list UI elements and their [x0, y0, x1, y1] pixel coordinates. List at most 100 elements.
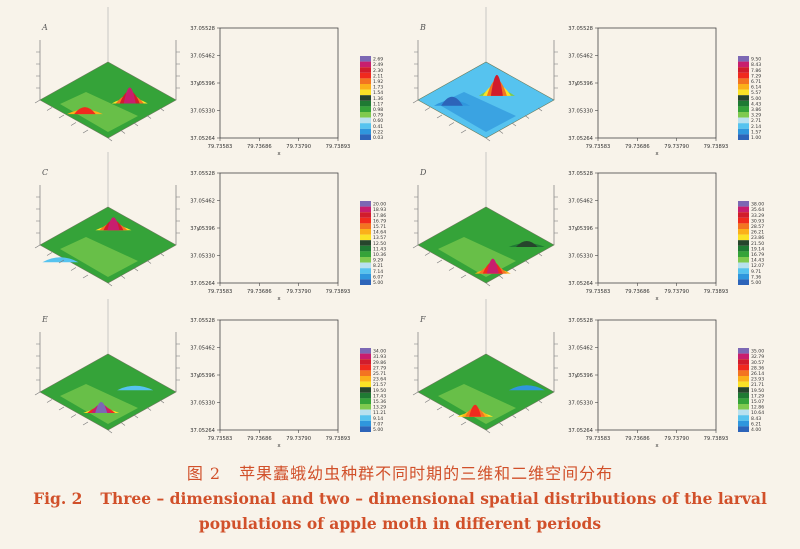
panel-c-legend-swatch — [360, 257, 371, 263]
panel-c-3d-plane — [39, 206, 177, 284]
panel-b-legend-label: 6.14 — [751, 85, 761, 91]
panel-e-letter: E — [41, 315, 48, 324]
panel-b-legend-swatch — [738, 112, 749, 118]
panel-b-legend-label: 4.43 — [751, 101, 761, 107]
panel-d-legend-label: 21.50 — [751, 241, 764, 247]
panel-e-contour-map — [220, 320, 338, 430]
panel-e-3d-tick — [133, 414, 139, 419]
panel-c-legend-label: 16.79 — [373, 218, 386, 224]
panel-c-xtick-label: 79.73893 — [326, 289, 351, 295]
panel-c-legend-swatch — [360, 268, 371, 274]
panel-a-3d-tick — [82, 129, 89, 134]
panel-c-legend-swatch — [360, 240, 371, 246]
panel-a-xtick-label: 79.73583 — [208, 144, 233, 150]
panel-f-xlabel: x — [655, 443, 659, 449]
panel-a-3d-tick — [46, 107, 53, 111]
panel-f-ytick-label: 37.05462 — [568, 346, 593, 352]
panel-b-3d-tick — [485, 137, 491, 142]
panel-e-xtick-label: 79.73686 — [247, 436, 272, 442]
panel-b-legend-label: 2.14 — [751, 124, 761, 130]
panel-c-legend-swatch — [360, 229, 371, 235]
panel-c-legend-label: 12.50 — [373, 241, 386, 247]
panel-e-xlabel: x — [277, 443, 281, 449]
panel-a-letter: A — [41, 23, 48, 32]
panel-a-legend-label: 2.30 — [373, 68, 383, 74]
panel-a-legend-swatch — [360, 61, 371, 68]
panel-f-legend-label: 6.21 — [751, 421, 761, 427]
panel-c-3d-band — [60, 237, 138, 277]
panel-f-3d-tick — [498, 422, 504, 426]
panel-b-legend-swatch — [738, 61, 749, 68]
panel-f-3d-tick — [424, 399, 431, 403]
panel-c-ytick-label: 37.05330 — [190, 254, 215, 260]
panel-b-3d-tick — [436, 114, 443, 119]
panel-c-legend-swatch — [360, 251, 371, 257]
panel-a-legend-label: 0.03 — [373, 135, 383, 141]
panel-d-map-frame — [597, 172, 717, 284]
panel-f-legend-label: 23.93 — [751, 377, 764, 383]
panel-e-legend-label: 21.57 — [373, 382, 386, 388]
panel-b-3d-tick — [511, 122, 517, 127]
panel-d-legend-swatch — [738, 268, 749, 274]
panel-f-3d-tick — [485, 429, 491, 434]
panel-a-legend-swatch — [360, 72, 371, 79]
panel-c-legend-label: 5.00 — [373, 280, 383, 286]
panel-e-legend-label: 15.36 — [373, 399, 386, 405]
panel-c-legend-swatch — [360, 234, 371, 241]
panel-e-legend-swatch — [360, 420, 371, 427]
panel-d-legend-label: 38.00 — [751, 202, 764, 208]
panel-a-3d-tick — [107, 137, 113, 142]
panel-f-legend-label: 30.57 — [751, 360, 764, 366]
panel-f-legend-label: 15.07 — [751, 399, 764, 405]
panel-b-xtick-label: 79.73583 — [586, 144, 611, 150]
panel-e-legend-swatch — [360, 353, 371, 360]
caption-cn-label: 图 2 — [186, 464, 222, 483]
panel-e-ytick-label: 37.05528 — [190, 318, 215, 324]
panel-b-letter: B — [419, 23, 426, 32]
panel-a-legend-swatch — [360, 128, 371, 135]
panel-c-contour-map — [220, 173, 338, 283]
panel-b-ytick-label: 37.05462 — [568, 54, 593, 60]
panel-c-legend-swatch — [360, 262, 371, 269]
panel-a-legend-label: 2.49 — [373, 62, 383, 68]
panel-d-legend-swatch — [738, 257, 749, 263]
panel-a-legend-label: 0.60 — [373, 118, 383, 124]
panel-f-legend-swatch — [738, 381, 749, 388]
panel-b-xtick-label: 79.73893 — [704, 144, 729, 150]
caption-cn-text: 苹果蠹蛾幼虫种群不同时期的三维和二维空间分布 — [239, 464, 614, 483]
panel-c-3d-peak-1 — [42, 257, 79, 263]
panel-c-3d-tick — [120, 275, 126, 279]
panel-e-legend-label: 29.86 — [373, 360, 386, 366]
panel-b-legend-swatch — [738, 100, 749, 107]
panel-b-legend-swatch — [738, 134, 749, 140]
panel-d-xlabel: x — [655, 296, 659, 302]
panel-d-ytick-label: 37.05330 — [568, 254, 593, 260]
caption-en-text-1: Three – dimensional and two – dimensiona… — [100, 489, 767, 508]
panel-c-legend-label: 8.21 — [373, 263, 383, 269]
panel-c-3d-tick — [107, 282, 113, 287]
panel-b-legend-label: 2.71 — [751, 118, 761, 124]
panel-a-legend-swatch — [360, 112, 371, 118]
panel-e-ytick-label: 37.05264 — [190, 428, 215, 434]
panel-f-legend-label: 19.50 — [751, 388, 764, 394]
panel-b-legend-swatch — [738, 123, 749, 129]
panel-c-legend-label: 20.00 — [373, 202, 386, 208]
panel-f-legend-label: 35.00 — [751, 349, 764, 355]
panel-e-3d-peak-0 — [95, 402, 108, 413]
panel-d-3d-surface — [412, 152, 558, 287]
panel-e-legend-label: 7.07 — [373, 421, 383, 427]
panel-e-ytick-label: 37.05462 — [190, 346, 215, 352]
panel-d-legend-label: 33.29 — [751, 213, 764, 219]
panel-a-3d-plane — [39, 61, 177, 139]
panel-c-3d-peak-0 — [107, 217, 120, 231]
panel-c-legend-swatch — [360, 245, 371, 252]
panel-c-xtick-label: 79.73583 — [208, 289, 233, 295]
panel-a-ytick-label: 37.05528 — [190, 26, 215, 32]
panel-e-ytick-label: 37.05396 — [190, 373, 215, 379]
panel-e-xtick-label: 79.73583 — [208, 436, 233, 442]
panel-f-3d-peak-0 — [469, 404, 482, 417]
panel-f-ytick-label: 37.05264 — [568, 428, 593, 434]
panel-b-legend-label: 9.50 — [751, 57, 761, 63]
panel-e-3d-tick — [70, 414, 77, 418]
panel-e-legend-label: 34.00 — [373, 349, 386, 355]
